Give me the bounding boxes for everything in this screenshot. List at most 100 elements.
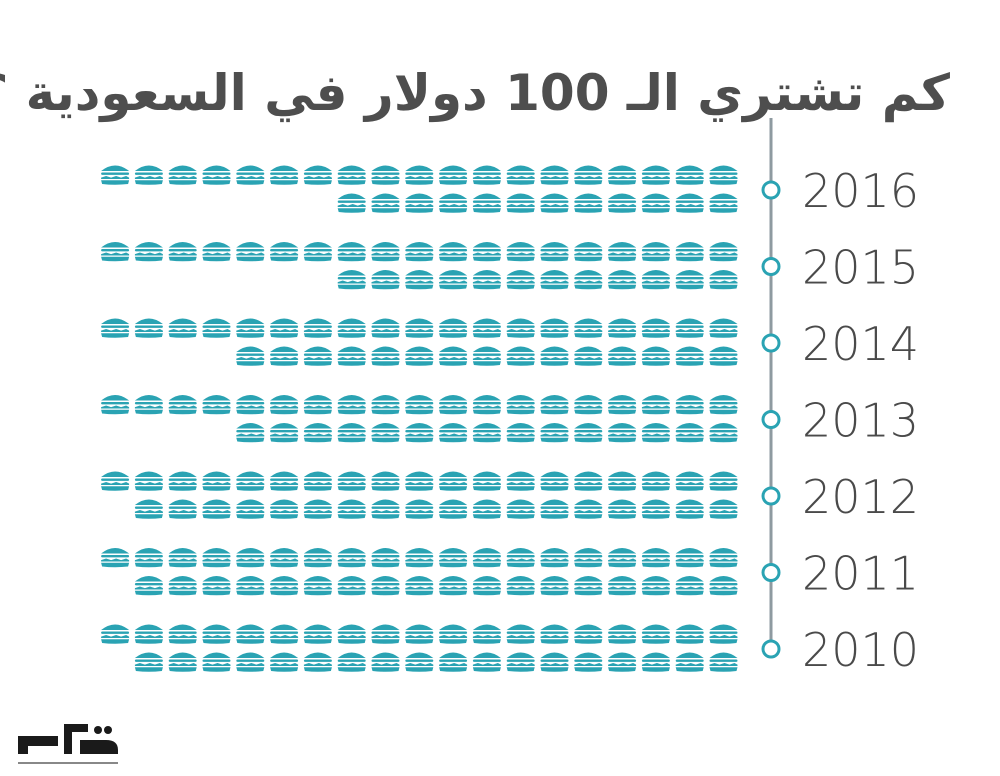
year-label: 2011 bbox=[802, 547, 919, 601]
burger-icon bbox=[236, 242, 265, 262]
burger-icon bbox=[101, 318, 130, 338]
burger-icon bbox=[168, 165, 197, 185]
burger-icon bbox=[202, 471, 231, 491]
burger-icon bbox=[168, 624, 197, 644]
burger-icon bbox=[709, 423, 738, 443]
burger-icon bbox=[168, 242, 197, 262]
burger-icon bbox=[270, 423, 299, 443]
burger-icon bbox=[675, 624, 704, 644]
burger-icon bbox=[134, 471, 163, 491]
burger-icon bbox=[641, 395, 670, 415]
burger-icon bbox=[574, 499, 603, 519]
burger-icon bbox=[371, 395, 400, 415]
burger-icon bbox=[371, 165, 400, 185]
burger-icon bbox=[675, 423, 704, 443]
burger-icon bbox=[202, 652, 231, 672]
burger-icon bbox=[405, 318, 434, 338]
burger-icon bbox=[236, 548, 265, 568]
year-label: 2013 bbox=[802, 394, 919, 448]
burger-icon bbox=[709, 270, 738, 290]
burger-icon bbox=[574, 652, 603, 672]
burger-icon bbox=[168, 652, 197, 672]
burger-icon bbox=[574, 548, 603, 568]
burger-icon bbox=[472, 548, 501, 568]
makkah-logo bbox=[14, 712, 134, 772]
burger-icon bbox=[709, 499, 738, 519]
burger-icon bbox=[371, 624, 400, 644]
burger-icon bbox=[439, 193, 468, 213]
burger-icon bbox=[608, 395, 637, 415]
burger-icon bbox=[641, 242, 670, 262]
burger-icon bbox=[608, 471, 637, 491]
burger-icon bbox=[472, 346, 501, 366]
burger-icon bbox=[439, 576, 468, 596]
burger-icon bbox=[574, 624, 603, 644]
burger-icon bbox=[101, 165, 130, 185]
burger-icon bbox=[608, 242, 637, 262]
burger-icon bbox=[168, 548, 197, 568]
burger-icon bbox=[236, 499, 265, 519]
burger-icon bbox=[405, 270, 434, 290]
burger-icon bbox=[608, 548, 637, 568]
burger-icon bbox=[303, 499, 332, 519]
burger-icon bbox=[472, 624, 501, 644]
burger-icon bbox=[303, 242, 332, 262]
burger-icon bbox=[608, 346, 637, 366]
burger-icon bbox=[709, 395, 738, 415]
burger-icon bbox=[641, 548, 670, 568]
burger-icon bbox=[168, 318, 197, 338]
year-label: 2012 bbox=[802, 470, 919, 524]
burger-icon bbox=[675, 471, 704, 491]
burger-icon bbox=[270, 346, 299, 366]
burger-icon bbox=[641, 624, 670, 644]
burger-icon bbox=[641, 346, 670, 366]
burger-icon bbox=[439, 270, 468, 290]
burger-icon bbox=[506, 242, 535, 262]
year-label: 2014 bbox=[802, 317, 919, 371]
burger-icon bbox=[303, 471, 332, 491]
burger-icon bbox=[506, 652, 535, 672]
burger-icon bbox=[371, 652, 400, 672]
burger-icon bbox=[540, 652, 569, 672]
burger-icon bbox=[101, 242, 130, 262]
burger-icon bbox=[134, 548, 163, 568]
burger-icon bbox=[270, 576, 299, 596]
burger-icon bbox=[439, 165, 468, 185]
burger-icon bbox=[439, 318, 468, 338]
burger-icon bbox=[439, 423, 468, 443]
burger-icon bbox=[675, 652, 704, 672]
burger-icon bbox=[506, 346, 535, 366]
burger-icon bbox=[405, 242, 434, 262]
burger-icon bbox=[641, 576, 670, 596]
burger-icon bbox=[540, 270, 569, 290]
burger-icon bbox=[608, 165, 637, 185]
burger-icon bbox=[303, 165, 332, 185]
burger-icon bbox=[608, 624, 637, 644]
burger-icon bbox=[168, 395, 197, 415]
burger-icon bbox=[101, 548, 130, 568]
year-row-2015: 2015 bbox=[101, 241, 919, 295]
burger-icon bbox=[405, 165, 434, 185]
burger-icon bbox=[303, 548, 332, 568]
burger-icon bbox=[641, 193, 670, 213]
burger-icon bbox=[101, 624, 130, 644]
burger-icon bbox=[303, 318, 332, 338]
burger-icon bbox=[202, 242, 231, 262]
burger-icon bbox=[439, 548, 468, 568]
burger-icon bbox=[168, 576, 197, 596]
burger-icon bbox=[337, 318, 366, 338]
burger-icon bbox=[472, 395, 501, 415]
burger-icon bbox=[337, 423, 366, 443]
burger-icon bbox=[405, 471, 434, 491]
burger-icon bbox=[540, 242, 569, 262]
burger-icon bbox=[337, 242, 366, 262]
burger-icon bbox=[709, 318, 738, 338]
burger-icon bbox=[337, 548, 366, 568]
year-label: 2010 bbox=[802, 623, 919, 677]
year-label: 2016 bbox=[802, 164, 919, 218]
burger-icon bbox=[472, 652, 501, 672]
burger-icon bbox=[337, 652, 366, 672]
burger-icon bbox=[675, 548, 704, 568]
burger-icon bbox=[540, 624, 569, 644]
